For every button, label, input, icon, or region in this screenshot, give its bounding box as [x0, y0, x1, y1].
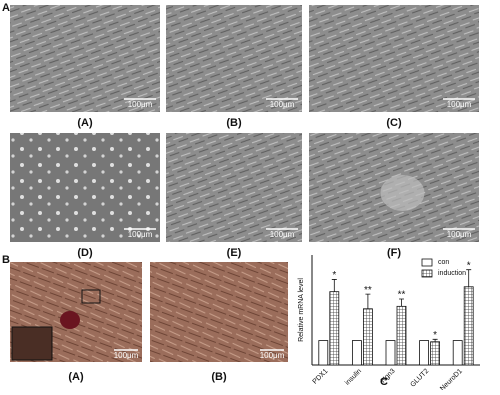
micrograph	[150, 262, 288, 362]
micrograph	[166, 5, 302, 112]
scale-label: 100μm	[447, 100, 472, 109]
image-label: (A)	[68, 371, 84, 383]
image-label: (C)	[386, 117, 402, 129]
panel-label: A	[2, 2, 10, 14]
image-label: (A)	[77, 117, 93, 129]
scale-label: 100μm	[128, 230, 153, 239]
legend-swatch	[421, 258, 433, 267]
micrograph	[10, 133, 160, 242]
scale-label: 100μm	[128, 100, 153, 109]
micrograph	[10, 5, 160, 112]
significance: **	[364, 285, 372, 296]
micrograph	[309, 5, 479, 112]
bar	[419, 340, 430, 366]
significance: *	[433, 330, 437, 341]
image-label: (B)	[226, 117, 242, 129]
bar	[452, 340, 463, 366]
inset	[11, 326, 53, 361]
cell-cluster	[380, 174, 425, 211]
bar	[318, 340, 329, 366]
scale-label: 100μm	[270, 100, 295, 109]
legend-swatch	[421, 269, 433, 278]
panel-label: B	[2, 254, 10, 266]
scale-label: 100μm	[270, 230, 295, 239]
image-label: (E)	[227, 247, 242, 259]
bar	[351, 340, 362, 366]
legend-label: induction	[438, 270, 466, 277]
y-axis-label: Relative mRNA level	[298, 278, 305, 342]
image-label: (F)	[387, 247, 401, 259]
error-bar	[432, 338, 438, 342]
bar	[463, 286, 474, 366]
x-tick-label: GLUT2	[409, 368, 430, 389]
bar	[362, 308, 373, 366]
image-label: (D)	[77, 247, 93, 259]
panel-label: C	[380, 376, 388, 388]
bar	[329, 291, 340, 366]
x-tick-label: NeuroD1	[439, 368, 464, 390]
image-label: (B)	[211, 371, 227, 383]
bar	[430, 341, 441, 366]
bar	[396, 305, 407, 366]
micrograph	[166, 133, 302, 242]
error-bar	[466, 269, 472, 287]
error-bar	[365, 293, 371, 309]
x-tick-label: Ngn3	[380, 368, 397, 385]
significance: **	[398, 290, 406, 301]
error-bar	[331, 279, 337, 292]
error-bar	[399, 298, 404, 307]
x-tick-label: insulin	[344, 368, 363, 387]
bar	[385, 340, 396, 366]
scale-label: 100μm	[114, 351, 139, 360]
scale-label: 100μm	[447, 230, 472, 239]
x-tick-label: PDX1	[312, 368, 330, 386]
zoom-box	[81, 289, 101, 304]
scale-label: 100μm	[260, 351, 285, 360]
stain	[60, 311, 80, 329]
significance: *	[332, 270, 336, 281]
legend-label: con	[438, 259, 449, 266]
significance: *	[467, 260, 471, 271]
